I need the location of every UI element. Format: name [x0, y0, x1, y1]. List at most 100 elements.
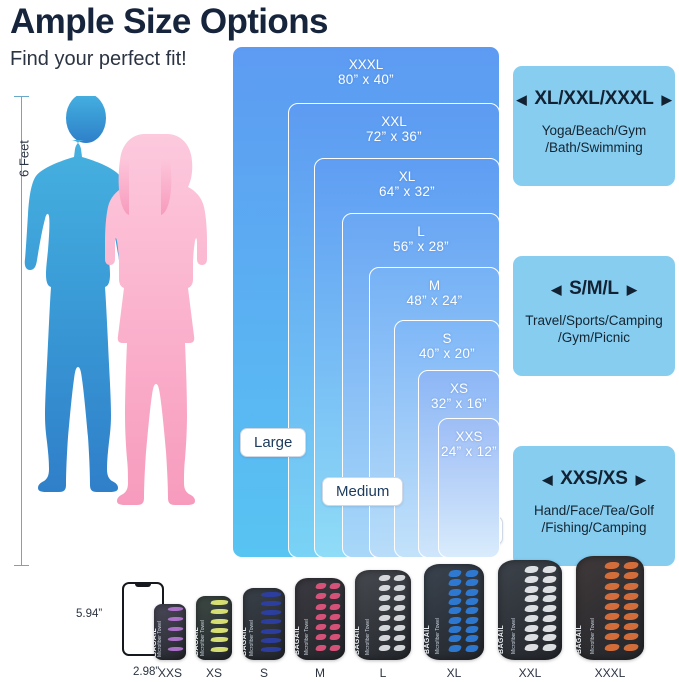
- scale-cap-top: [14, 96, 29, 97]
- size-name: XXXL: [348, 57, 384, 72]
- texture-pattern-icon: [603, 562, 641, 654]
- phone-notch-icon: [135, 584, 151, 587]
- texture-pattern-icon: [166, 607, 185, 656]
- product-xl: BAGAIL Microfiber Towel XL: [424, 564, 484, 680]
- product-subtitle: Microfiber Towel: [303, 619, 310, 656]
- card-sizes-label: S/M/L: [569, 278, 619, 299]
- page-title: Ample Size Options: [10, 2, 328, 41]
- product-size-label: XS: [205, 666, 223, 680]
- group-tag-medium: Medium: [322, 477, 404, 506]
- product-body: BAGAIL Microfiber Towel: [243, 588, 285, 660]
- product-subtitle: Microfiber Towel: [589, 617, 596, 654]
- size-dimensions: 24” x 12”: [441, 444, 497, 459]
- product-size-label: L: [379, 666, 387, 680]
- use-case-card[interactable]: ◀ XL/XXL/XXXL ▶ Yoga/Beach/Gym/Bath/Swimmin…: [513, 66, 675, 186]
- card-sizes-label: XL/XXL/XXXL: [534, 88, 654, 109]
- product-size-label: XXS: [157, 666, 183, 680]
- product-body: BAGAIL Microfiber Towel: [295, 578, 345, 660]
- card-size-row: ◀ XXS/XS ▶: [513, 468, 675, 490]
- size-label: S 40” x 20”: [395, 331, 499, 361]
- texture-pattern-icon: [314, 582, 343, 655]
- product-subtitle: Microfiber Towel: [200, 620, 207, 657]
- texture-pattern-icon: [447, 569, 482, 655]
- size-name: XL: [398, 169, 416, 184]
- arrow-right-icon: ▶: [626, 281, 637, 297]
- use-case-card[interactable]: ◀ S/M/L ▶ Travel/Sports/Camping/Gym/Picnic: [513, 256, 675, 376]
- size-label: XS 32” x 16”: [419, 381, 499, 411]
- product-xxl: BAGAIL Microfiber Towel XXL: [498, 560, 562, 680]
- product-body: BAGAIL Microfiber Towel: [355, 570, 411, 660]
- card-size-row: ◀ S/M/L ▶: [513, 278, 675, 300]
- product-size-label: XXL: [518, 666, 542, 680]
- size-name: M: [428, 278, 441, 293]
- phone-width-label: 2.98”: [133, 666, 160, 678]
- card-uses-text: Yoga/Beach/Gym/Bath/Swimming: [541, 123, 647, 155]
- product-size-row: 5.94” 2.98” BAGAIL Microfiber Towel XXS BAG…: [0, 556, 679, 682]
- product-subtitle: Microfiber Towel: [157, 620, 164, 657]
- size-label: L 56” x 28”: [343, 224, 499, 254]
- product-xs: BAGAIL Microfiber Towel XS: [196, 596, 232, 680]
- size-label: XL 64” x 32”: [315, 169, 499, 199]
- card-size-row: ◀ XL/XXL/XXXL ▶: [513, 88, 675, 110]
- arrow-left-icon: ◀: [551, 281, 562, 297]
- size-label: XXL 72” x 36”: [289, 114, 499, 144]
- brand-label: BAGAIL: [576, 624, 584, 654]
- size-name: XS: [449, 381, 468, 396]
- size-dimensions: 40” x 20”: [419, 346, 475, 361]
- height-scale: 6 Feet: [8, 96, 34, 566]
- size-name: S: [442, 331, 452, 346]
- product-body: BAGAIL Microfiber Towel: [498, 560, 562, 660]
- use-case-card[interactable]: ◀ XXS/XS ▶ Hand/Face/Tea/Golf/Fishing/Campi…: [513, 446, 675, 566]
- product-subtitle: Microfiber Towel: [365, 618, 372, 655]
- arrow-right-icon: ▶: [661, 91, 672, 107]
- size-name: XXS: [455, 429, 483, 444]
- size-dimensions: 56” x 28”: [393, 239, 449, 254]
- scale-cap-bottom: [14, 565, 29, 566]
- male-silhouette: [24, 96, 132, 492]
- texture-pattern-icon: [210, 599, 230, 656]
- size-dimensions: 80” x 40”: [338, 72, 394, 87]
- product-xxxl: BAGAIL Microfiber Towel XXXL: [576, 556, 644, 680]
- arrow-left-icon: ◀: [516, 91, 527, 107]
- size-label: M 48” x 24”: [370, 278, 499, 308]
- size-label: XXS 24” x 12”: [439, 429, 499, 459]
- brand-label: BAGAIL: [498, 624, 506, 654]
- texture-pattern-icon: [377, 575, 408, 654]
- product-subtitle: Microfiber Towel: [249, 619, 256, 656]
- arrow-left-icon: ◀: [542, 471, 553, 487]
- brand-label: BAGAIL: [355, 625, 362, 655]
- female-silhouette: [105, 134, 207, 505]
- product-body: BAGAIL Microfiber Towel: [576, 556, 644, 660]
- product-size-label: XL: [446, 666, 462, 680]
- brand-label: BAGAIL: [295, 625, 301, 656]
- product-body: BAGAIL Microfiber Towel: [424, 564, 484, 660]
- brand-label: BAGAIL: [424, 625, 431, 655]
- scale-line: [21, 96, 22, 566]
- phone-height-label: 5.94”: [76, 608, 103, 620]
- product-subtitle: Microfiber Towel: [435, 618, 442, 655]
- product-size-label: M: [315, 666, 325, 680]
- size-rect-xxs: XXS 24” x 12”: [438, 418, 500, 558]
- size-dimensions: 32” x 16”: [431, 396, 487, 411]
- card-uses-text: Hand/Face/Tea/Golf/Fishing/Camping: [533, 503, 655, 535]
- size-dimensions: 64” x 32”: [379, 184, 435, 199]
- product-body: BAGAIL Microfiber Towel: [196, 596, 232, 660]
- card-uses-text: Travel/Sports/Camping/Gym/Picnic: [525, 313, 663, 345]
- arrow-right-icon: ▶: [635, 471, 646, 487]
- size-name: XXL: [381, 114, 407, 129]
- product-size-label: XXXL: [594, 666, 626, 680]
- size-name: L: [417, 224, 425, 239]
- size-label: XXXL 80” x 40”: [233, 57, 499, 87]
- group-tag-large: Large: [240, 428, 307, 457]
- page-subtitle: Find your perfect fit!: [10, 48, 187, 70]
- brand-label: BAGAIL: [243, 626, 248, 656]
- product-size-label: S: [259, 666, 269, 680]
- texture-pattern-icon: [259, 592, 284, 655]
- product-s: BAGAIL Microfiber Towel S: [243, 588, 285, 680]
- human-silhouettes: [14, 96, 224, 566]
- card-sizes-label: XXS/XS: [560, 468, 628, 489]
- product-m: BAGAIL Microfiber Towel M: [295, 578, 345, 680]
- size-rectangle-stack: XXXL 80” x 40” XXL 72” x 36” XL 64” x 32” L 56”…: [232, 46, 500, 558]
- size-dimensions: 72” x 36”: [366, 129, 422, 144]
